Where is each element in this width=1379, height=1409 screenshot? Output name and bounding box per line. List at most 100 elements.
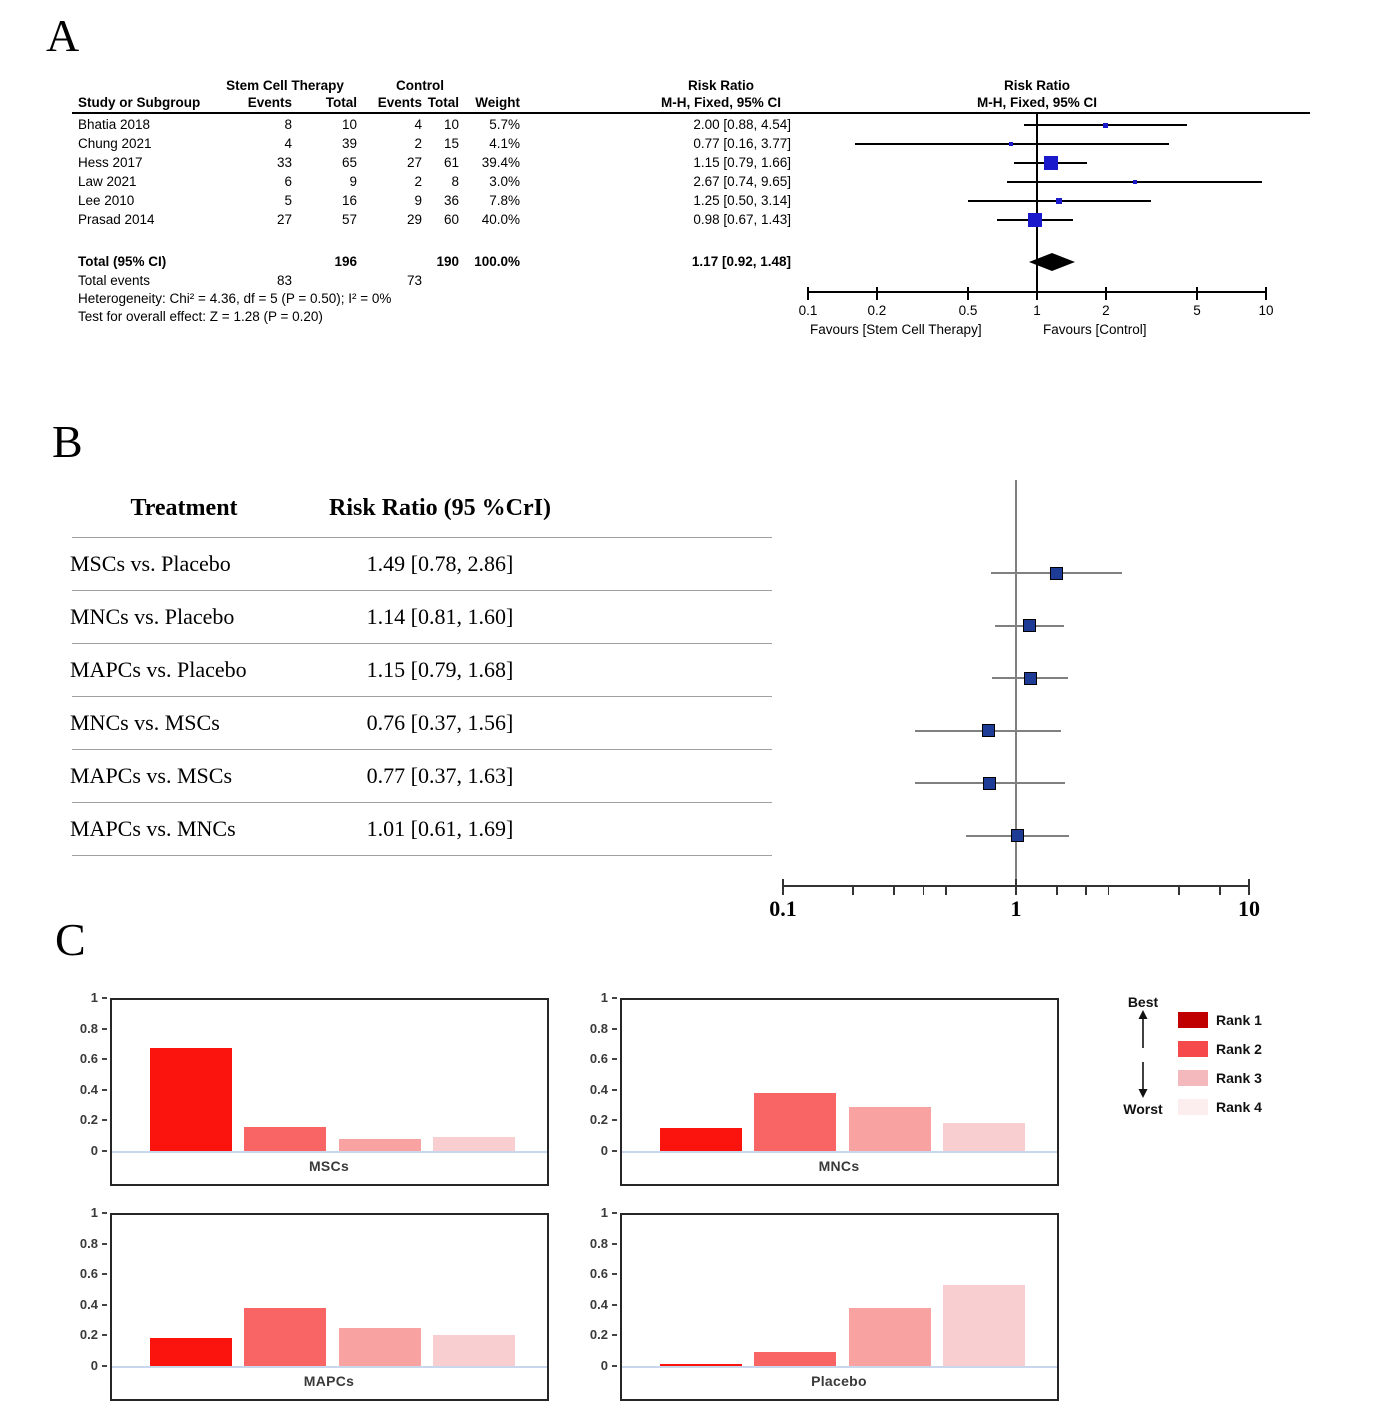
header-weight: Weight: [475, 95, 520, 110]
legend-worst-label: Worst: [1123, 1101, 1163, 1117]
c-ytick-mark: [612, 1273, 617, 1276]
a-axis-tick: [1105, 287, 1107, 300]
a-total-diamond-bottom: [1028, 262, 1075, 271]
b-row-value: 1.14 [0.81, 1.60]: [366, 604, 514, 629]
a-axis-tick: [967, 287, 969, 300]
a-axis-tick: [1196, 287, 1198, 300]
c-ytick-label: 0: [90, 1358, 98, 1373]
c-bar-rank3: [849, 1106, 931, 1151]
study-cell-name: Bhatia 2018: [78, 117, 151, 132]
b-row-treatment: MSCs vs. Placebo: [70, 551, 231, 576]
header-underline: [72, 112, 1310, 114]
a-point-square: [1043, 156, 1058, 170]
study-cell-weight: 39.4%: [481, 155, 520, 170]
c-ytick-mark: [102, 1273, 107, 1276]
c-ytick-mark: [612, 1058, 617, 1061]
c-bar-rank2: [754, 1352, 836, 1366]
panel-b-letter: B: [52, 416, 83, 467]
study-cell-total_c: 15: [443, 136, 459, 151]
a-axis-tick: [1265, 287, 1267, 300]
header-events-treatment: Events: [247, 95, 292, 110]
a-axis-tick: [876, 287, 878, 300]
a-axis-tick-label: 0.1: [798, 303, 818, 318]
c-ytick-label: 0.2: [589, 1112, 608, 1128]
c-ytick-label: 0.8: [79, 1235, 98, 1251]
b-rule: [72, 855, 772, 856]
study-cell-name: Law 2021: [78, 174, 137, 189]
b-axis-minor-tick: [1085, 886, 1087, 895]
b-row-treatment: MAPCs vs. MNCs: [70, 816, 236, 841]
c-ytick-label: 1: [90, 1205, 98, 1220]
study-cell-rr_text: 2.00 [0.88, 4.54]: [693, 117, 791, 132]
c-ytick-mark: [612, 1212, 617, 1214]
c-ytick-label: 0.6: [79, 1051, 98, 1067]
c-bar-rank2: [244, 1307, 326, 1366]
b-rule: [72, 749, 772, 750]
b-point-square: [1049, 566, 1063, 580]
study-cell-rr_text: 0.77 [0.16, 3.77]: [693, 136, 791, 151]
c-ytick-label: 0.6: [589, 1266, 608, 1282]
b-point-square: [981, 724, 995, 737]
study-cell-events_t: 27: [276, 212, 292, 227]
b-row-treatment: MAPCs vs. MSCs: [70, 763, 233, 788]
c-category-label: Placebo: [811, 1373, 867, 1389]
c-ytick-mark: [612, 1119, 617, 1122]
c-baseline: [622, 1151, 1057, 1153]
study-cell-total_t: 57: [341, 212, 357, 227]
a-point-square: [1009, 142, 1013, 146]
c-bar-rank1: [150, 1338, 232, 1366]
study-cell-name: Hess 2017: [78, 155, 143, 170]
a-axis-tick-label: 0.5: [958, 303, 978, 318]
b-axis-minor-tick: [1108, 886, 1110, 895]
c-ytick-mark: [102, 1334, 107, 1337]
header-study-or-subgroup: Study or Subgroup: [78, 95, 201, 110]
c-baseline: [112, 1366, 547, 1368]
study-cell-total_t: 16: [341, 193, 357, 208]
c-ytick-mark: [102, 1119, 107, 1122]
c-bar-rank2: [754, 1092, 836, 1151]
c-bar-rank4: [943, 1284, 1025, 1366]
b-row-value: 1.49 [0.78, 2.86]: [366, 551, 514, 576]
a-axis-tick-label: 10: [1258, 303, 1274, 318]
total-row-treatment-total: 196: [334, 254, 357, 269]
study-cell-total_c: 60: [443, 212, 459, 227]
b-row-value: 0.76 [0.37, 1.56]: [366, 710, 514, 735]
c-ytick-label: 0.4: [589, 1081, 608, 1097]
c-bar-rank4: [943, 1123, 1025, 1151]
b-axis-minor-tick: [1178, 886, 1180, 895]
a-point-square: [1056, 198, 1063, 204]
c-ytick-mark: [102, 1303, 107, 1306]
b-rule: [72, 590, 772, 591]
c-ytick-mark: [612, 1150, 617, 1152]
favours-right-label: Favours [Control]: [1043, 322, 1147, 337]
header-risk-ratio-left: Risk Ratio: [687, 78, 755, 93]
b-rule: [72, 802, 772, 803]
b-axis-major-tick: [1248, 879, 1250, 895]
c-ytick-mark: [102, 1150, 107, 1152]
c-ytick-mark: [612, 1303, 617, 1306]
b-axis-minor-tick: [1219, 886, 1221, 895]
c-ytick-mark: [612, 1027, 617, 1030]
c-ytick-mark: [102, 997, 107, 999]
a-reference-line: [1036, 113, 1038, 292]
c-chart-frame: [110, 1213, 549, 1401]
total-row-rr: 1.17 [0.92, 1.48]: [691, 254, 791, 269]
legend-swatch-rank3: [1178, 1070, 1208, 1086]
total-row-label: Total (95% CI): [78, 254, 167, 269]
total-row-weight: 100.0%: [474, 254, 520, 269]
b-axis-label: 0.1: [769, 896, 797, 921]
study-cell-events_c: 29: [406, 212, 422, 227]
b-axis-major-tick: [1015, 879, 1017, 895]
b-axis-minor-tick: [1056, 886, 1058, 895]
c-ytick-label: 0.6: [589, 1051, 608, 1067]
c-ytick-mark: [612, 1365, 617, 1367]
c-ytick-label: 0.2: [589, 1327, 608, 1343]
b-axis-minor-tick: [852, 886, 854, 895]
c-ytick-mark: [102, 1058, 107, 1061]
panel-a-letter: A: [46, 10, 80, 61]
c-ytick-label: 0.4: [589, 1296, 608, 1312]
b-row-treatment: MNCs vs. Placebo: [70, 604, 235, 629]
b-point-square: [1023, 671, 1037, 685]
b-point-square: [1010, 829, 1024, 842]
b-point-square: [1022, 619, 1036, 632]
